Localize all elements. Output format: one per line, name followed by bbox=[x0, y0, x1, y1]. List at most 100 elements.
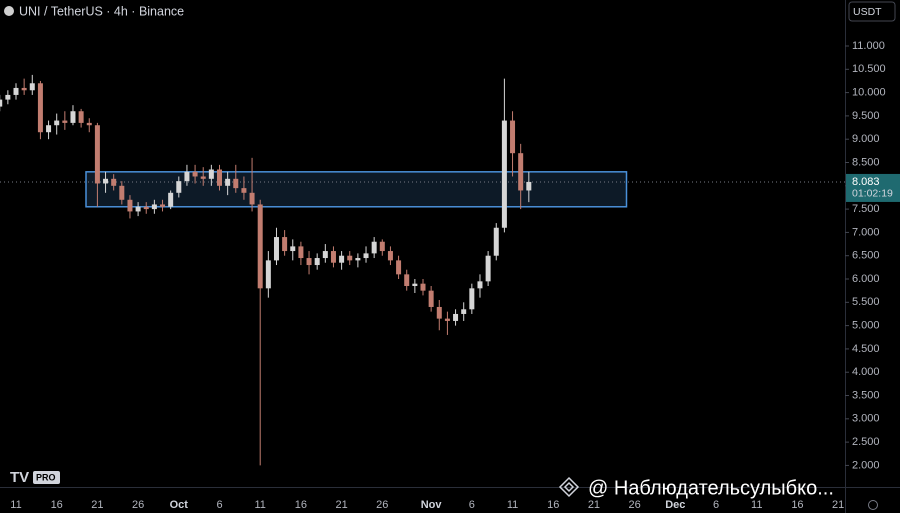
candle-body bbox=[94, 125, 100, 184]
candle-body bbox=[70, 111, 76, 123]
symbol-icon bbox=[4, 6, 14, 16]
last-price-label: 8.083 bbox=[852, 176, 880, 188]
candle-body bbox=[485, 255, 491, 282]
settings-icon[interactable] bbox=[868, 500, 878, 510]
candle-body bbox=[46, 125, 52, 133]
symbol-title: UNI / TetherUS · 4h · Binance bbox=[19, 4, 184, 18]
candle-body bbox=[111, 178, 117, 186]
candle-body bbox=[330, 251, 336, 263]
x-tick-label: 21 bbox=[832, 499, 844, 511]
currency-label[interactable]: USDT bbox=[853, 6, 882, 18]
candle-body bbox=[461, 309, 467, 314]
candle-body bbox=[62, 120, 68, 123]
candle-body bbox=[5, 94, 11, 100]
y-tick-label: 10.000 bbox=[852, 87, 886, 99]
y-tick-label: 7.500 bbox=[852, 203, 880, 215]
candle-body bbox=[233, 178, 239, 189]
x-tick-label: 11 bbox=[254, 499, 265, 511]
candle-body bbox=[518, 153, 524, 191]
watermark-icon bbox=[558, 476, 580, 498]
candle-body bbox=[37, 83, 43, 133]
candle-body bbox=[526, 181, 532, 191]
candle-body bbox=[184, 171, 190, 182]
candle-body bbox=[355, 258, 361, 261]
x-tick-label: Oct bbox=[170, 499, 189, 511]
candle-body bbox=[469, 288, 475, 310]
watermark: @ Наблюдательсулыбко... bbox=[588, 477, 834, 499]
currency-button[interactable] bbox=[848, 1, 896, 22]
candle-body bbox=[176, 181, 182, 193]
candle-body bbox=[298, 246, 304, 259]
last-price-badge bbox=[846, 173, 900, 202]
candle-body bbox=[78, 111, 84, 123]
price-zone bbox=[85, 171, 628, 208]
candle-body bbox=[314, 258, 320, 266]
candle-body bbox=[404, 274, 410, 287]
logo-badge bbox=[33, 471, 60, 484]
candle-body bbox=[290, 246, 296, 252]
candle-body bbox=[510, 120, 516, 154]
candle-body bbox=[387, 251, 393, 261]
y-tick-label: 6.500 bbox=[852, 250, 880, 262]
y-tick-label: 9.000 bbox=[852, 133, 880, 145]
candle-body bbox=[13, 87, 19, 95]
y-tick-label: 4.000 bbox=[852, 366, 880, 378]
candle-body bbox=[453, 313, 459, 321]
candle-body bbox=[143, 206, 149, 210]
x-tick-label: 16 bbox=[547, 499, 559, 511]
candle-body bbox=[306, 258, 312, 266]
candle-body bbox=[192, 171, 198, 177]
y-tick-label: 2.000 bbox=[852, 459, 880, 471]
candle-body bbox=[151, 204, 157, 210]
candle-body bbox=[217, 169, 222, 186]
y-tick-label: 2.500 bbox=[852, 436, 880, 448]
candle-body bbox=[371, 241, 377, 254]
candle-body bbox=[339, 255, 345, 263]
candle-body bbox=[200, 176, 206, 179]
candle-body bbox=[135, 206, 141, 212]
x-tick-label: 21 bbox=[91, 499, 103, 511]
candle-body bbox=[103, 178, 109, 184]
x-tick-label: 21 bbox=[588, 499, 600, 511]
x-tick-label: Dec bbox=[665, 499, 685, 511]
candle-body bbox=[363, 253, 369, 259]
tv-logo: TV bbox=[10, 469, 29, 486]
x-tick-label: 16 bbox=[295, 499, 307, 511]
candle-body bbox=[501, 120, 507, 228]
y-tick-label: 4.500 bbox=[852, 343, 880, 355]
y-tick-label: 11.000 bbox=[852, 40, 885, 52]
x-tick-label: 16 bbox=[791, 499, 803, 511]
y-tick-label: 3.000 bbox=[852, 413, 880, 425]
candle-body bbox=[225, 178, 231, 186]
x-tick-label: 26 bbox=[629, 499, 641, 511]
candle-body bbox=[249, 192, 255, 205]
candle-body bbox=[119, 185, 125, 200]
x-tick-label: 11 bbox=[10, 499, 21, 511]
candle-body bbox=[241, 188, 247, 193]
x-tick-label: 11 bbox=[751, 499, 762, 511]
y-tick-label: 8.500 bbox=[852, 156, 880, 168]
candle-body bbox=[322, 251, 328, 259]
y-tick-label: 6.000 bbox=[852, 273, 880, 285]
y-tick-label: 5.500 bbox=[852, 296, 880, 308]
x-tick-label: 26 bbox=[132, 499, 144, 511]
y-tick-label: 10.500 bbox=[852, 63, 886, 75]
candle-body bbox=[379, 241, 385, 252]
candle-body bbox=[477, 281, 483, 289]
candle-body bbox=[428, 290, 434, 307]
x-tick-label: 6 bbox=[216, 499, 222, 511]
candle-body bbox=[0, 99, 3, 107]
x-tick-label: 16 bbox=[51, 499, 63, 511]
candle-body bbox=[29, 83, 35, 91]
y-tick-label: 9.500 bbox=[852, 110, 880, 122]
candle-body bbox=[86, 122, 92, 126]
candle-body bbox=[347, 255, 353, 261]
candle-body bbox=[21, 87, 27, 91]
candle-body bbox=[54, 120, 60, 126]
countdown-label: 01:02:19 bbox=[852, 188, 893, 200]
candle-body bbox=[493, 227, 499, 256]
x-tick-label: 21 bbox=[335, 499, 347, 511]
